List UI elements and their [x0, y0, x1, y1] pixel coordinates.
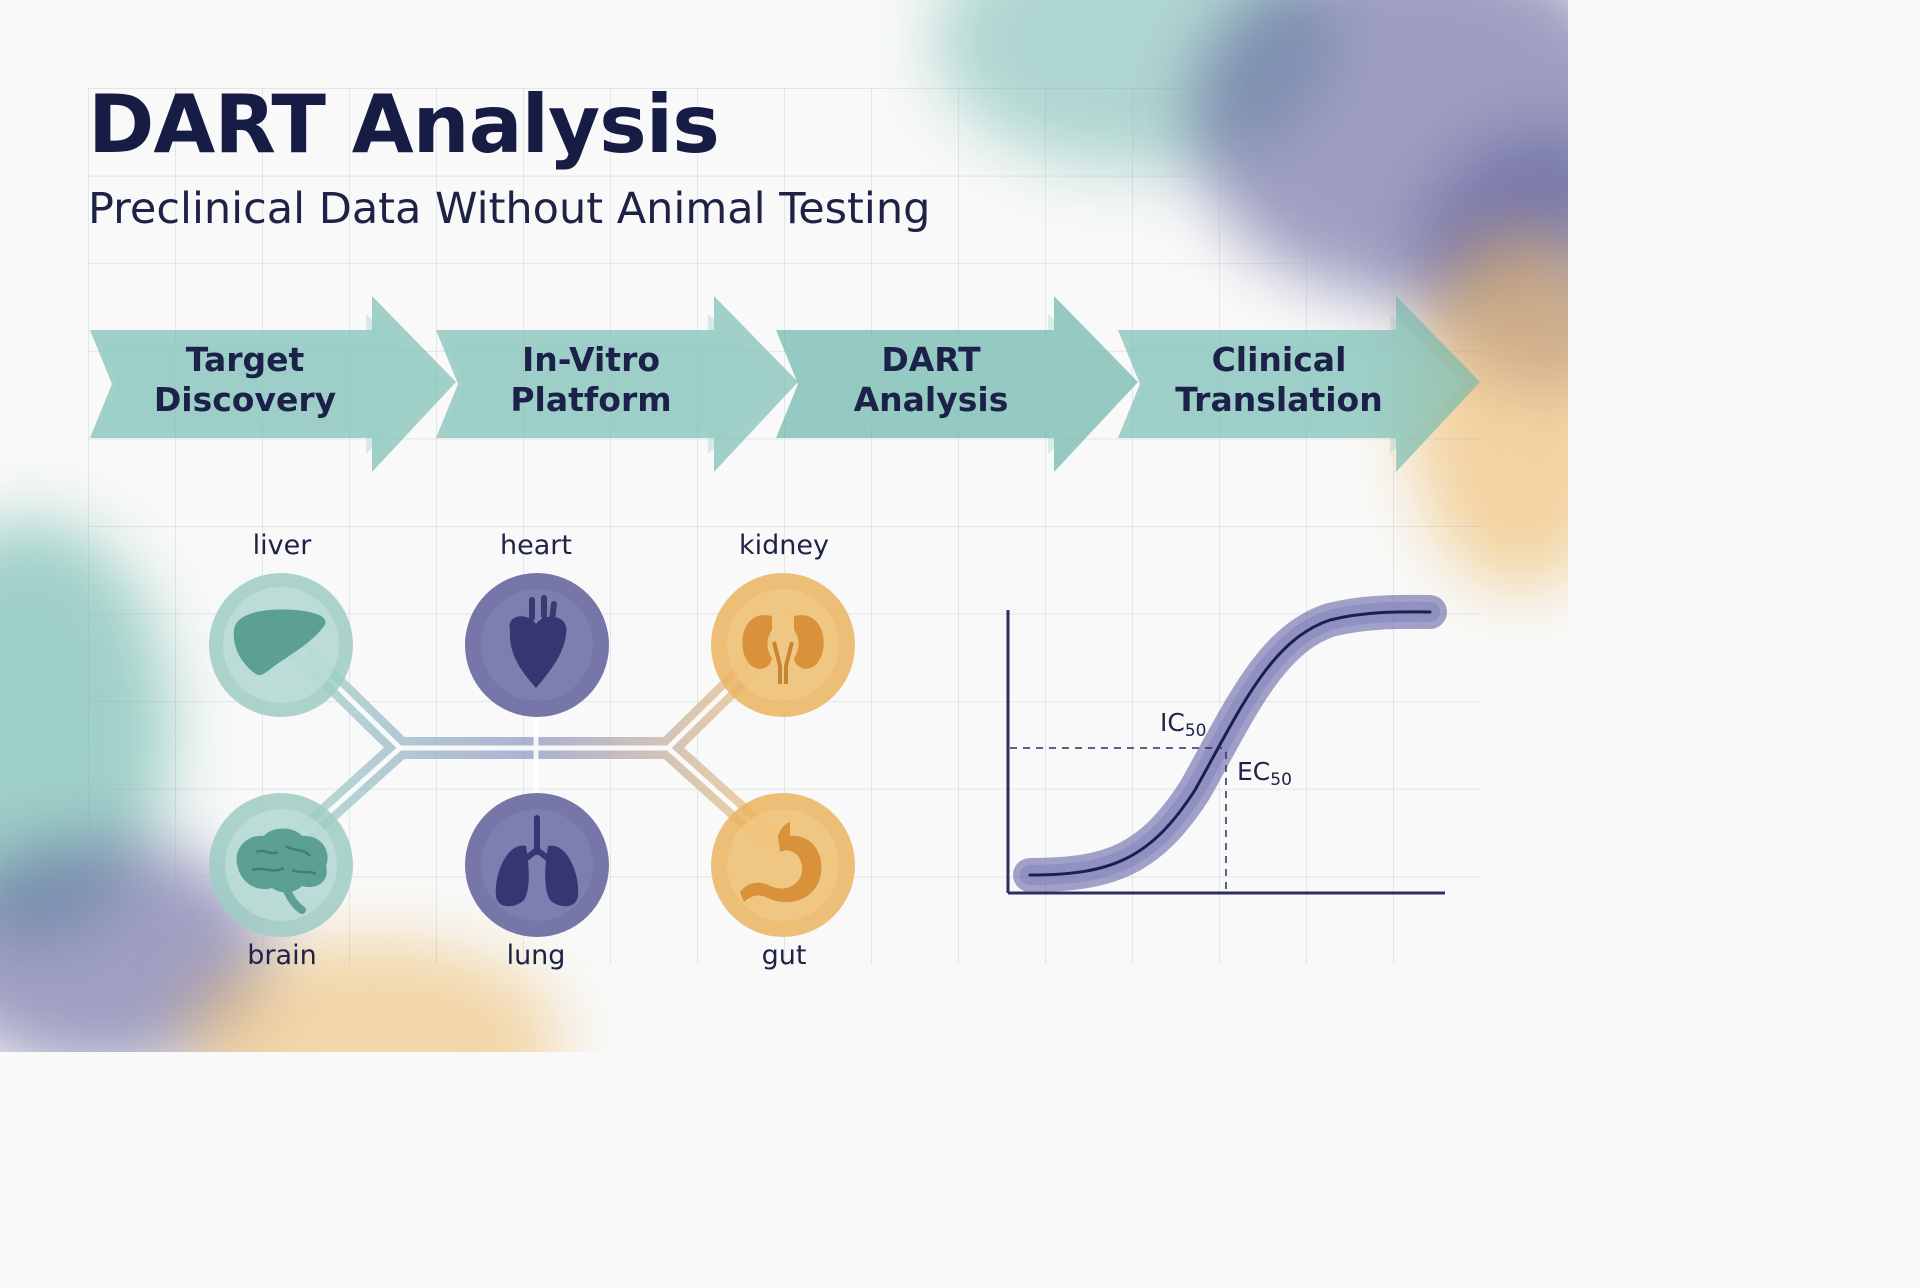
organ-label-brain: brain [247, 940, 317, 971]
arrow-shape [90, 296, 456, 472]
ic50-subscript: 50 [1184, 721, 1207, 741]
step-label: Clinical Translation [1124, 340, 1434, 420]
heart-icon [465, 573, 609, 717]
organ-node-gut [708, 790, 858, 940]
ec50-text: EC [1237, 757, 1271, 786]
step-label-line1: Clinical [1211, 340, 1347, 379]
pipeline-step-clinical-translation: Clinical Translation [1118, 292, 1490, 476]
page-subtitle: Preclinical Data Without Animal Testing [88, 184, 931, 234]
dose-response-curve [1006, 594, 1447, 895]
organ-node-liver [206, 570, 356, 720]
ic50-text: IC [1160, 708, 1185, 737]
arrow-shape [1118, 296, 1480, 472]
organ-node-lung [462, 790, 612, 940]
pipeline-step-in-vitro-platform: In-Vitro Platform [436, 292, 808, 476]
step-label-line2: Translation [1175, 380, 1383, 419]
step-label: In-Vitro Platform [436, 340, 746, 420]
curve-wash-inner [1020, 601, 1440, 885]
organ-label-lung: lung [506, 940, 566, 971]
ec50-label: EC50 [1237, 757, 1292, 790]
kidney-icon [711, 573, 855, 717]
step-label-line2: Platform [510, 380, 672, 419]
pipeline-step-target-discovery: Target Discovery [90, 292, 462, 476]
organ-node-brain [206, 790, 356, 940]
organ-node-heart [462, 570, 612, 720]
step-label: Target Discovery [90, 340, 400, 420]
organ-label-heart: heart [500, 530, 572, 561]
curve-line [1028, 610, 1432, 877]
liver-icon [209, 573, 353, 717]
organ-label-gut: gut [761, 940, 807, 971]
lung-icon [465, 793, 609, 937]
brain-icon [209, 793, 353, 937]
gut-icon [711, 793, 855, 937]
step-label-line1: In-Vitro [521, 340, 661, 379]
infographic-canvas: DART Analysis Preclinical Data Without A… [0, 0, 1568, 1052]
step-label-line2: Analysis [853, 380, 1009, 419]
pipeline-step-dart-analysis: DART Analysis [776, 292, 1148, 476]
step-label: DART Analysis [776, 340, 1086, 420]
ic50-label: IC50 [1160, 708, 1206, 741]
step-label-line2: Discovery [153, 380, 337, 419]
arrow-shape [776, 296, 1138, 472]
ec50-subscript: 50 [1270, 770, 1292, 790]
page-title: DART Analysis [88, 78, 720, 171]
organ-node-kidney [708, 570, 858, 720]
organ-label-liver: liver [252, 530, 312, 561]
step-label-line1: DART [881, 340, 981, 379]
organ-label-kidney: kidney [739, 530, 829, 561]
arrow-shape [436, 296, 798, 472]
step-label-line1: Target [185, 340, 305, 379]
